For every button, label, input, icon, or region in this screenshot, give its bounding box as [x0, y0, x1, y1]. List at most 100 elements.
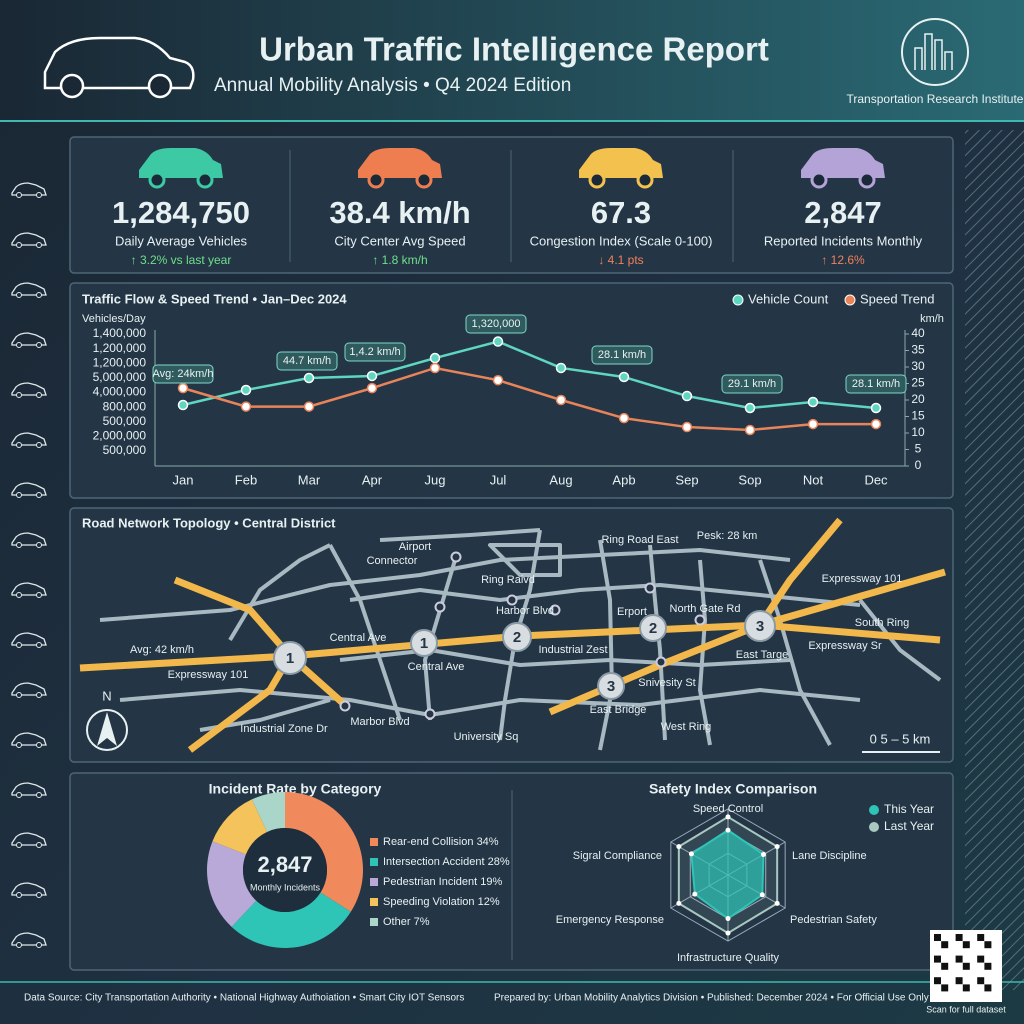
kpi-icon-wheel	[367, 171, 385, 189]
kpi-icon	[139, 148, 223, 178]
decoration	[379, 528, 541, 542]
decoration	[36, 342, 42, 348]
decoration	[955, 934, 963, 941]
y-tick-label: 800,000	[103, 399, 147, 413]
map-label: South Ring	[855, 617, 909, 629]
kpi-icon	[579, 148, 663, 178]
value-label: 7%	[414, 916, 430, 928]
map-label: Industrial Zone Dr	[240, 723, 328, 735]
map-node-label: 2	[513, 629, 521, 646]
map-node-label: 1	[420, 635, 428, 652]
radar-axis-label: Pedestrian Safety	[790, 914, 877, 926]
legend-label: Last Year	[884, 819, 934, 833]
decoration	[977, 977, 985, 985]
radar-point	[725, 827, 731, 833]
decoration	[11, 182, 47, 196]
value-label: 12%	[478, 896, 500, 908]
data-point	[807, 396, 819, 408]
kpi-icon-wheel	[810, 171, 828, 189]
x-tick-label: Apr	[362, 472, 383, 487]
kpi-value: 2,847	[804, 195, 882, 230]
kpi-icon	[358, 148, 442, 178]
line-panel	[69, 282, 954, 499]
legend-swatch	[869, 805, 879, 815]
data-point	[870, 402, 882, 414]
y2-tick-label: 25	[911, 376, 925, 390]
data-point	[177, 382, 189, 394]
decoration	[598, 539, 614, 751]
decoration	[941, 941, 949, 949]
x-tick-label: Feb	[235, 472, 257, 487]
kpi-icon-wheel	[636, 171, 654, 189]
decoration	[955, 955, 963, 963]
decoration	[36, 442, 42, 448]
decoration	[694, 614, 706, 626]
annotation: Avg: 24km/h	[153, 368, 214, 380]
decoration	[984, 941, 992, 949]
pie-slice	[212, 799, 268, 855]
decoration	[11, 532, 47, 546]
x-tick-label: Jan	[173, 472, 194, 487]
decoration	[11, 232, 47, 246]
pie-hole	[243, 828, 327, 912]
annotation: 28.1 km/h	[852, 378, 900, 390]
data-point	[177, 399, 189, 411]
legend-label: Intersection Accident 28%	[383, 856, 510, 868]
decoration	[962, 941, 970, 949]
pie-slice	[207, 841, 257, 927]
data-point	[492, 374, 504, 386]
annotation: 1,4.2 km/h	[349, 346, 400, 358]
y-tick-label: 500,000	[103, 443, 147, 457]
decoration	[549, 604, 561, 616]
x-tick-label: Not	[803, 472, 824, 487]
legend-category: Intersection Accident	[383, 856, 485, 868]
annotation-box	[845, 374, 907, 394]
decoration	[984, 984, 992, 992]
legend-swatch	[370, 838, 378, 846]
legend-swatch	[732, 294, 744, 306]
decoration	[228, 543, 331, 642]
radar-axis-label: Lane Discipline	[792, 850, 867, 862]
radar-point	[774, 844, 780, 850]
decoration	[36, 792, 42, 798]
map-label: Ring Road East	[601, 534, 678, 546]
decoration	[11, 682, 47, 696]
radar-axis-label: Sigral Compliance	[573, 850, 662, 862]
decoration	[11, 332, 47, 346]
decoration	[962, 962, 970, 970]
data-point	[366, 382, 378, 394]
map-label: North Gate Rd	[670, 603, 741, 615]
y-tick-label: 1,400,000	[93, 326, 147, 340]
decoration	[16, 942, 22, 948]
header-car	[43, 36, 195, 90]
decoration	[36, 192, 42, 198]
map-label: Central Ave	[408, 661, 465, 673]
decoration	[11, 382, 47, 396]
decoration	[644, 582, 656, 594]
radar-point	[774, 900, 780, 906]
x-tick-label: Mar	[298, 472, 321, 487]
decoration	[434, 601, 446, 613]
decoration	[984, 962, 992, 970]
series-line	[182, 366, 876, 432]
legend-category: Pedestrian Incident	[383, 876, 477, 888]
kpi-icon-wheel	[148, 171, 166, 189]
data-point	[429, 362, 441, 374]
map-label: Expressway 101	[168, 669, 249, 681]
annotation-box	[276, 351, 338, 371]
decoration	[328, 544, 402, 721]
map-label: West Ring	[661, 721, 712, 733]
radar-point	[759, 892, 765, 898]
legend-label: This Year	[884, 802, 934, 816]
header-car-wheel	[147, 73, 173, 99]
y2-tick-label: 20	[911, 392, 925, 406]
legend-swatch	[370, 898, 378, 906]
radar-axis-label: Infrastructure Quality	[677, 952, 780, 964]
map-label: Snivesity St	[638, 677, 695, 689]
y-tick-label: 5,000,000	[93, 370, 147, 384]
map-label: Pesk: 28 km	[697, 530, 758, 542]
decoration	[36, 492, 42, 498]
series-line	[182, 340, 877, 410]
decoration	[119, 688, 861, 717]
